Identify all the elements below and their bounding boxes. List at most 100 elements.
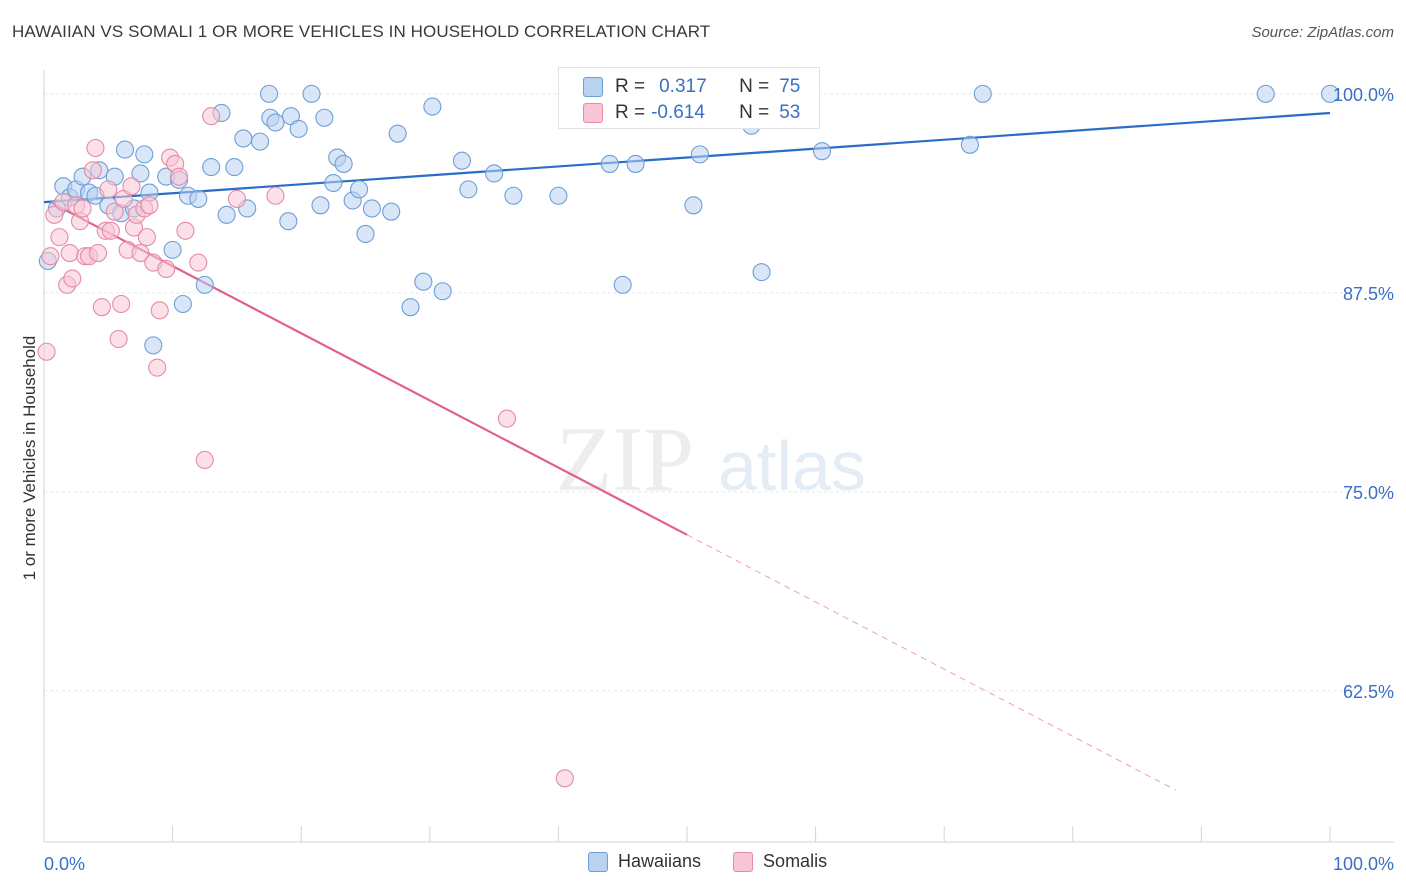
hawaiians-point	[684, 196, 703, 215]
y-tick-label: 87.5%	[1343, 284, 1394, 304]
somalis-point	[497, 409, 517, 428]
somalis-point	[202, 107, 221, 126]
hawaiians-point	[388, 124, 407, 143]
hawaiians-point	[311, 196, 330, 215]
hawaiians-point	[362, 199, 381, 218]
hawaiians-point	[163, 240, 182, 259]
somalis-point	[227, 189, 246, 208]
hawaiians-point	[225, 158, 244, 177]
hawaiians-point	[115, 140, 135, 159]
hawaiians-point	[459, 180, 478, 199]
source-label: Source: ZipAtlas.com	[1251, 24, 1394, 41]
somalis-point	[86, 138, 105, 158]
hawaiians-point	[173, 294, 192, 314]
x-tick-label-min: 0.0%	[44, 854, 85, 874]
somalis-point	[189, 253, 208, 272]
series-legend: Hawaiians Somalis	[588, 851, 859, 872]
somalis-r-label: R =	[615, 102, 646, 123]
somalis-swatch	[583, 103, 603, 123]
somalis-point	[176, 221, 195, 240]
somalis-point	[157, 259, 176, 279]
hawaiians-point	[812, 142, 832, 161]
hawaiians-point	[613, 275, 632, 294]
somalis-r-value: -0.614	[651, 102, 705, 123]
hawaiians-point	[315, 108, 334, 127]
hawaiians-point	[135, 145, 154, 164]
chart-title: HAWAIIAN VS SOMALI 1 OR MORE VEHICLES IN…	[12, 22, 711, 41]
stats-legend: R = 0.317 N = 75 R = -0.614 N = 53	[558, 67, 820, 129]
somalis-point	[73, 199, 92, 218]
hawaiians-point	[250, 132, 270, 151]
stats-row-somalis: R = -0.614 N = 53	[583, 101, 800, 125]
somalis-n-value: 53	[779, 102, 801, 123]
hawaiians-point	[356, 224, 375, 244]
watermark: ZIP atlas	[556, 408, 866, 510]
somalis-point	[131, 244, 150, 263]
somalis-point	[50, 228, 69, 247]
hawaiians-r-label: R =	[615, 76, 646, 97]
somalis-point	[37, 342, 56, 361]
watermark-zip: ZIP	[556, 408, 694, 510]
hawaiians-n-value: 75	[779, 76, 801, 97]
hawaiians-point	[960, 135, 979, 154]
somalis-point	[105, 202, 124, 221]
somalis-point	[101, 221, 120, 240]
hawaiians-trend-line	[43, 111, 1331, 204]
hawaiians-point	[382, 202, 401, 221]
somalis-point	[109, 329, 128, 349]
x-tick-label-max: 100.0%	[1333, 854, 1394, 874]
hawaiians-n-label: N =	[739, 76, 770, 97]
somalis-point	[45, 205, 64, 224]
y-axis-label: 1 or more Vehicles in Household	[20, 335, 39, 581]
hawaiians-point	[433, 282, 452, 301]
legend-item-somalis[interactable]: Somalis	[733, 851, 827, 872]
hawaiians-point	[350, 180, 369, 199]
hawaiians-point	[324, 173, 343, 193]
hawaiians-swatch	[583, 77, 603, 97]
hawaiians-point	[334, 154, 353, 173]
hawaiians-r-value: 0.317	[659, 76, 707, 97]
hawaiians-point	[485, 164, 504, 183]
hawaiians-point	[973, 84, 992, 103]
somalis-trend-extension	[686, 534, 1176, 791]
legend-item-hawaiians[interactable]: Hawaiians	[588, 851, 701, 872]
hawaiians-point	[414, 272, 433, 291]
y-tick-label: 62.5%	[1343, 682, 1394, 702]
hawaiians-point	[131, 164, 150, 183]
hawaiians-point	[452, 151, 472, 170]
somalis-point	[83, 161, 102, 180]
somalis-point	[140, 196, 159, 215]
somalis-point	[41, 247, 60, 266]
somalis-point	[555, 769, 574, 788]
hawaiians-point	[289, 119, 308, 138]
hawaiians-point	[266, 113, 285, 132]
grid-lines	[44, 93, 1394, 692]
hawaiians-point	[423, 97, 442, 116]
hawaiians-point	[189, 189, 208, 208]
hawaiians-point	[217, 205, 236, 224]
somalis-point	[112, 294, 131, 314]
somalis-point	[88, 244, 108, 263]
hawaiians-point	[279, 212, 298, 231]
hawaiians-point	[626, 154, 645, 173]
hawaiians-point	[690, 145, 709, 164]
hawaiians-point	[144, 336, 163, 355]
somalis-point	[92, 298, 111, 317]
y-tick-label: 75.0%	[1343, 483, 1394, 503]
hawaiians-point	[259, 84, 279, 103]
axes	[43, 70, 1394, 843]
legend-hawaiians-swatch	[588, 851, 608, 872]
y-tick-labels: 100.0% 87.5% 75.0% 62.5%	[1333, 85, 1394, 702]
somalis-point	[60, 244, 79, 263]
somalis-point	[99, 180, 118, 199]
hawaiians-point	[401, 298, 420, 317]
stats-row-hawaiians: R = 0.317 N = 75	[583, 75, 800, 99]
somalis-point	[148, 358, 167, 377]
legend-somalis-swatch	[733, 851, 754, 872]
somalis-point	[137, 228, 156, 247]
somalis-point	[122, 177, 141, 196]
somalis-point	[150, 301, 169, 320]
data-points	[37, 84, 1340, 788]
hawaiians-point	[600, 154, 619, 173]
